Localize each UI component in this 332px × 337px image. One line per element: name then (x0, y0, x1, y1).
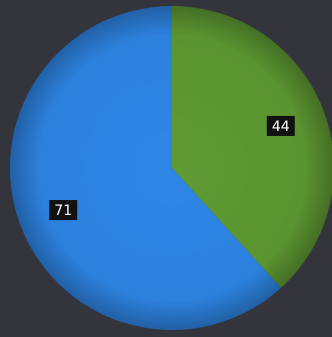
data-label-box-0 (266, 115, 295, 136)
data-label-text-0: 44 (272, 119, 290, 135)
pie-slices (10, 6, 332, 331)
data-label-0: 44 (266, 115, 295, 136)
data-label-box-1 (49, 200, 78, 221)
data-label-1: 71 (49, 200, 78, 221)
pie-data-labels: 44 71 (49, 115, 295, 221)
data-label-text-1: 71 (54, 203, 72, 219)
